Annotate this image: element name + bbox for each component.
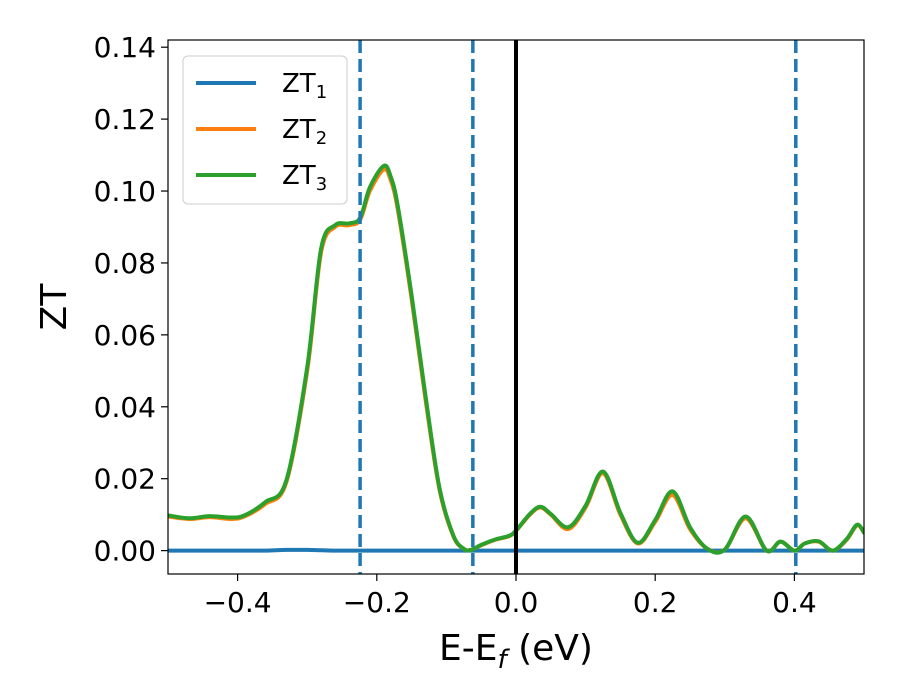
legend-label-zt1: ZT1 — [282, 69, 327, 103]
y-tick-label: 0.06 — [94, 319, 156, 352]
x-axis-title: E-Ef (eV) — [439, 628, 593, 675]
reference-lines — [358, 40, 798, 574]
y-axis-title: ZT — [34, 283, 75, 331]
legend-entry-zt3: ZT3 — [196, 161, 327, 195]
x-axis-title-main: E-E — [439, 628, 497, 669]
x-tick-label: −0.4 — [204, 586, 272, 619]
y-tick-label: 0.00 — [94, 535, 156, 568]
legend-label-zt3-main: ZT — [282, 161, 316, 191]
y-tick-label: 0.12 — [94, 103, 156, 136]
y-tick-label: 0.04 — [94, 391, 156, 424]
legend-box — [182, 55, 348, 205]
y-tick-label: 0.14 — [94, 31, 156, 64]
x-tick-label: −0.2 — [343, 586, 411, 619]
x-axis-title-unit: (eV) — [507, 628, 593, 669]
x-tick-label: 0.0 — [494, 586, 539, 619]
legend-entry-zt2: ZT2 — [196, 115, 327, 149]
legend-label-zt3-sub: 3 — [316, 174, 327, 195]
legend-label-zt1-sub: 1 — [316, 82, 327, 103]
y-axis: 0.00 0.02 0.04 0.06 0.08 0.10 0.12 0.14 — [94, 31, 168, 568]
x-axis: −0.4 −0.2 0.0 0.2 0.4 — [204, 574, 817, 619]
legend-label-zt2-main: ZT — [282, 115, 316, 145]
legend: ZT1 ZT2 ZT3 — [182, 55, 348, 205]
series-line-zt3 — [168, 163, 864, 555]
legend-label-zt2-sub: 2 — [316, 128, 327, 149]
legend-label-zt1-main: ZT — [282, 69, 316, 99]
y-tick-label: 0.10 — [94, 175, 156, 208]
legend-entry-zt1: ZT1 — [196, 69, 327, 103]
y-tick-label: 0.08 — [94, 247, 156, 280]
x-tick-label: 0.2 — [633, 586, 678, 619]
y-tick-label: 0.02 — [94, 463, 156, 496]
series-group — [168, 163, 864, 555]
x-tick-label: 0.4 — [772, 586, 817, 619]
legend-label-zt2: ZT2 — [282, 115, 327, 149]
legend-label-zt3: ZT3 — [282, 161, 327, 195]
